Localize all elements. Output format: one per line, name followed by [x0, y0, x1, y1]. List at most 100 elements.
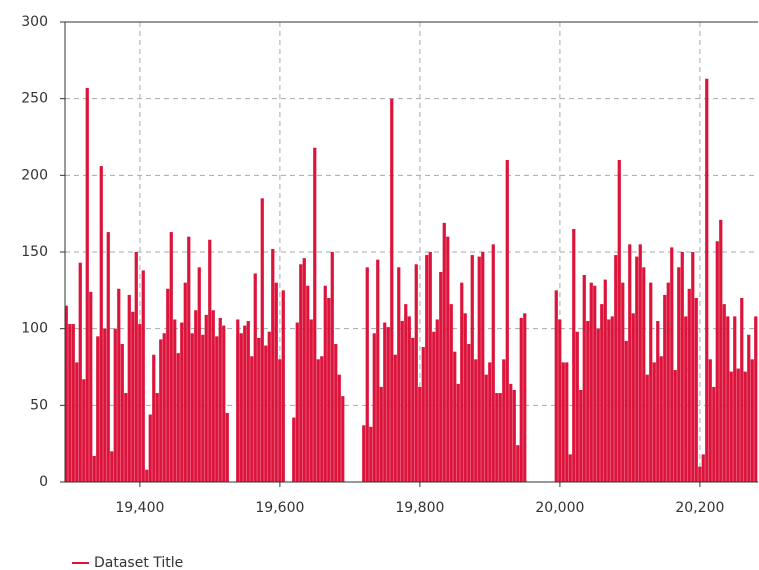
bar: [649, 282, 653, 482]
bar: [558, 319, 562, 482]
bar: [750, 359, 754, 482]
bar: [78, 262, 82, 482]
bar: [512, 390, 516, 482]
y-tick-label: 300: [21, 14, 48, 30]
bar: [110, 451, 114, 482]
bar: [642, 267, 646, 482]
bar: [295, 322, 299, 482]
bar: [586, 321, 590, 482]
bar: [208, 239, 212, 482]
bar: [449, 304, 453, 482]
bar: [411, 337, 415, 482]
bar: [470, 255, 474, 482]
bar: [264, 345, 268, 482]
bar: [159, 339, 163, 482]
bar: [617, 160, 621, 482]
bar: [680, 252, 684, 482]
bar: [271, 248, 275, 482]
bar: [694, 298, 698, 482]
bar: [663, 294, 667, 482]
bar: [614, 255, 618, 482]
bar: [509, 383, 513, 482]
bar: [372, 333, 376, 482]
bar: [187, 236, 191, 482]
bar: [600, 304, 604, 482]
bar: [341, 396, 345, 482]
bar: [659, 356, 663, 482]
bar: [638, 244, 642, 482]
bar: [141, 270, 145, 482]
y-tick-label: 100: [21, 321, 48, 337]
bar: [754, 316, 758, 482]
bar: [656, 321, 660, 482]
bar: [138, 324, 142, 482]
x-tick-label: 19,600: [255, 500, 304, 516]
bar: [320, 356, 324, 482]
x-tick-label: 20,200: [675, 500, 724, 516]
bar: [488, 362, 492, 482]
bar: [309, 319, 313, 482]
bar: [379, 386, 383, 482]
y-tick-label: 250: [21, 91, 48, 107]
bar: [131, 311, 135, 482]
bar: [257, 337, 261, 482]
bar: [677, 267, 681, 482]
bar: [134, 252, 138, 482]
bar: [453, 351, 457, 482]
bar: [579, 390, 583, 482]
bar: [250, 356, 254, 482]
bar: [442, 222, 446, 482]
bar: [607, 319, 611, 482]
bar: [414, 264, 418, 482]
bar: [302, 258, 306, 482]
bar: [169, 232, 173, 482]
bar: [204, 314, 208, 482]
bar: [435, 319, 439, 482]
bar: [155, 393, 159, 482]
bar: [691, 252, 695, 482]
bar: [726, 316, 730, 482]
bar: [743, 371, 747, 482]
bar: [670, 247, 674, 482]
bar: [222, 325, 226, 482]
bar: [239, 333, 243, 482]
bar: [428, 252, 432, 482]
bar: [425, 255, 429, 482]
x-tick-label: 19,800: [395, 500, 444, 516]
bar: [596, 328, 600, 482]
bar: [481, 252, 485, 482]
bar: [523, 313, 527, 482]
bar: [260, 198, 264, 483]
bar: [323, 285, 327, 482]
bar: [211, 310, 215, 482]
y-tick-label: 200: [21, 167, 48, 183]
bar: [330, 252, 334, 482]
bar: [698, 466, 702, 482]
bar: [684, 316, 688, 482]
bar: [274, 282, 278, 482]
bar: [610, 316, 614, 482]
bar: [561, 362, 565, 482]
bar: [495, 393, 499, 482]
bar: [474, 359, 478, 482]
y-tick-label: 0: [39, 474, 48, 490]
bar: [75, 362, 79, 482]
bar: [145, 469, 149, 482]
bar: [148, 414, 152, 482]
bar: [572, 229, 576, 482]
bar: [190, 333, 194, 482]
bar: [201, 334, 205, 482]
y-tick-label: 150: [21, 244, 48, 260]
bar: [460, 282, 464, 482]
bar: [71, 324, 75, 482]
bar: [376, 259, 380, 482]
bar: [722, 304, 726, 482]
bar: [582, 275, 586, 482]
bar: [568, 454, 572, 482]
bar: [68, 324, 72, 482]
bar: [166, 288, 170, 482]
bar: [631, 313, 635, 482]
bar: [502, 359, 506, 482]
bar: [316, 359, 320, 482]
